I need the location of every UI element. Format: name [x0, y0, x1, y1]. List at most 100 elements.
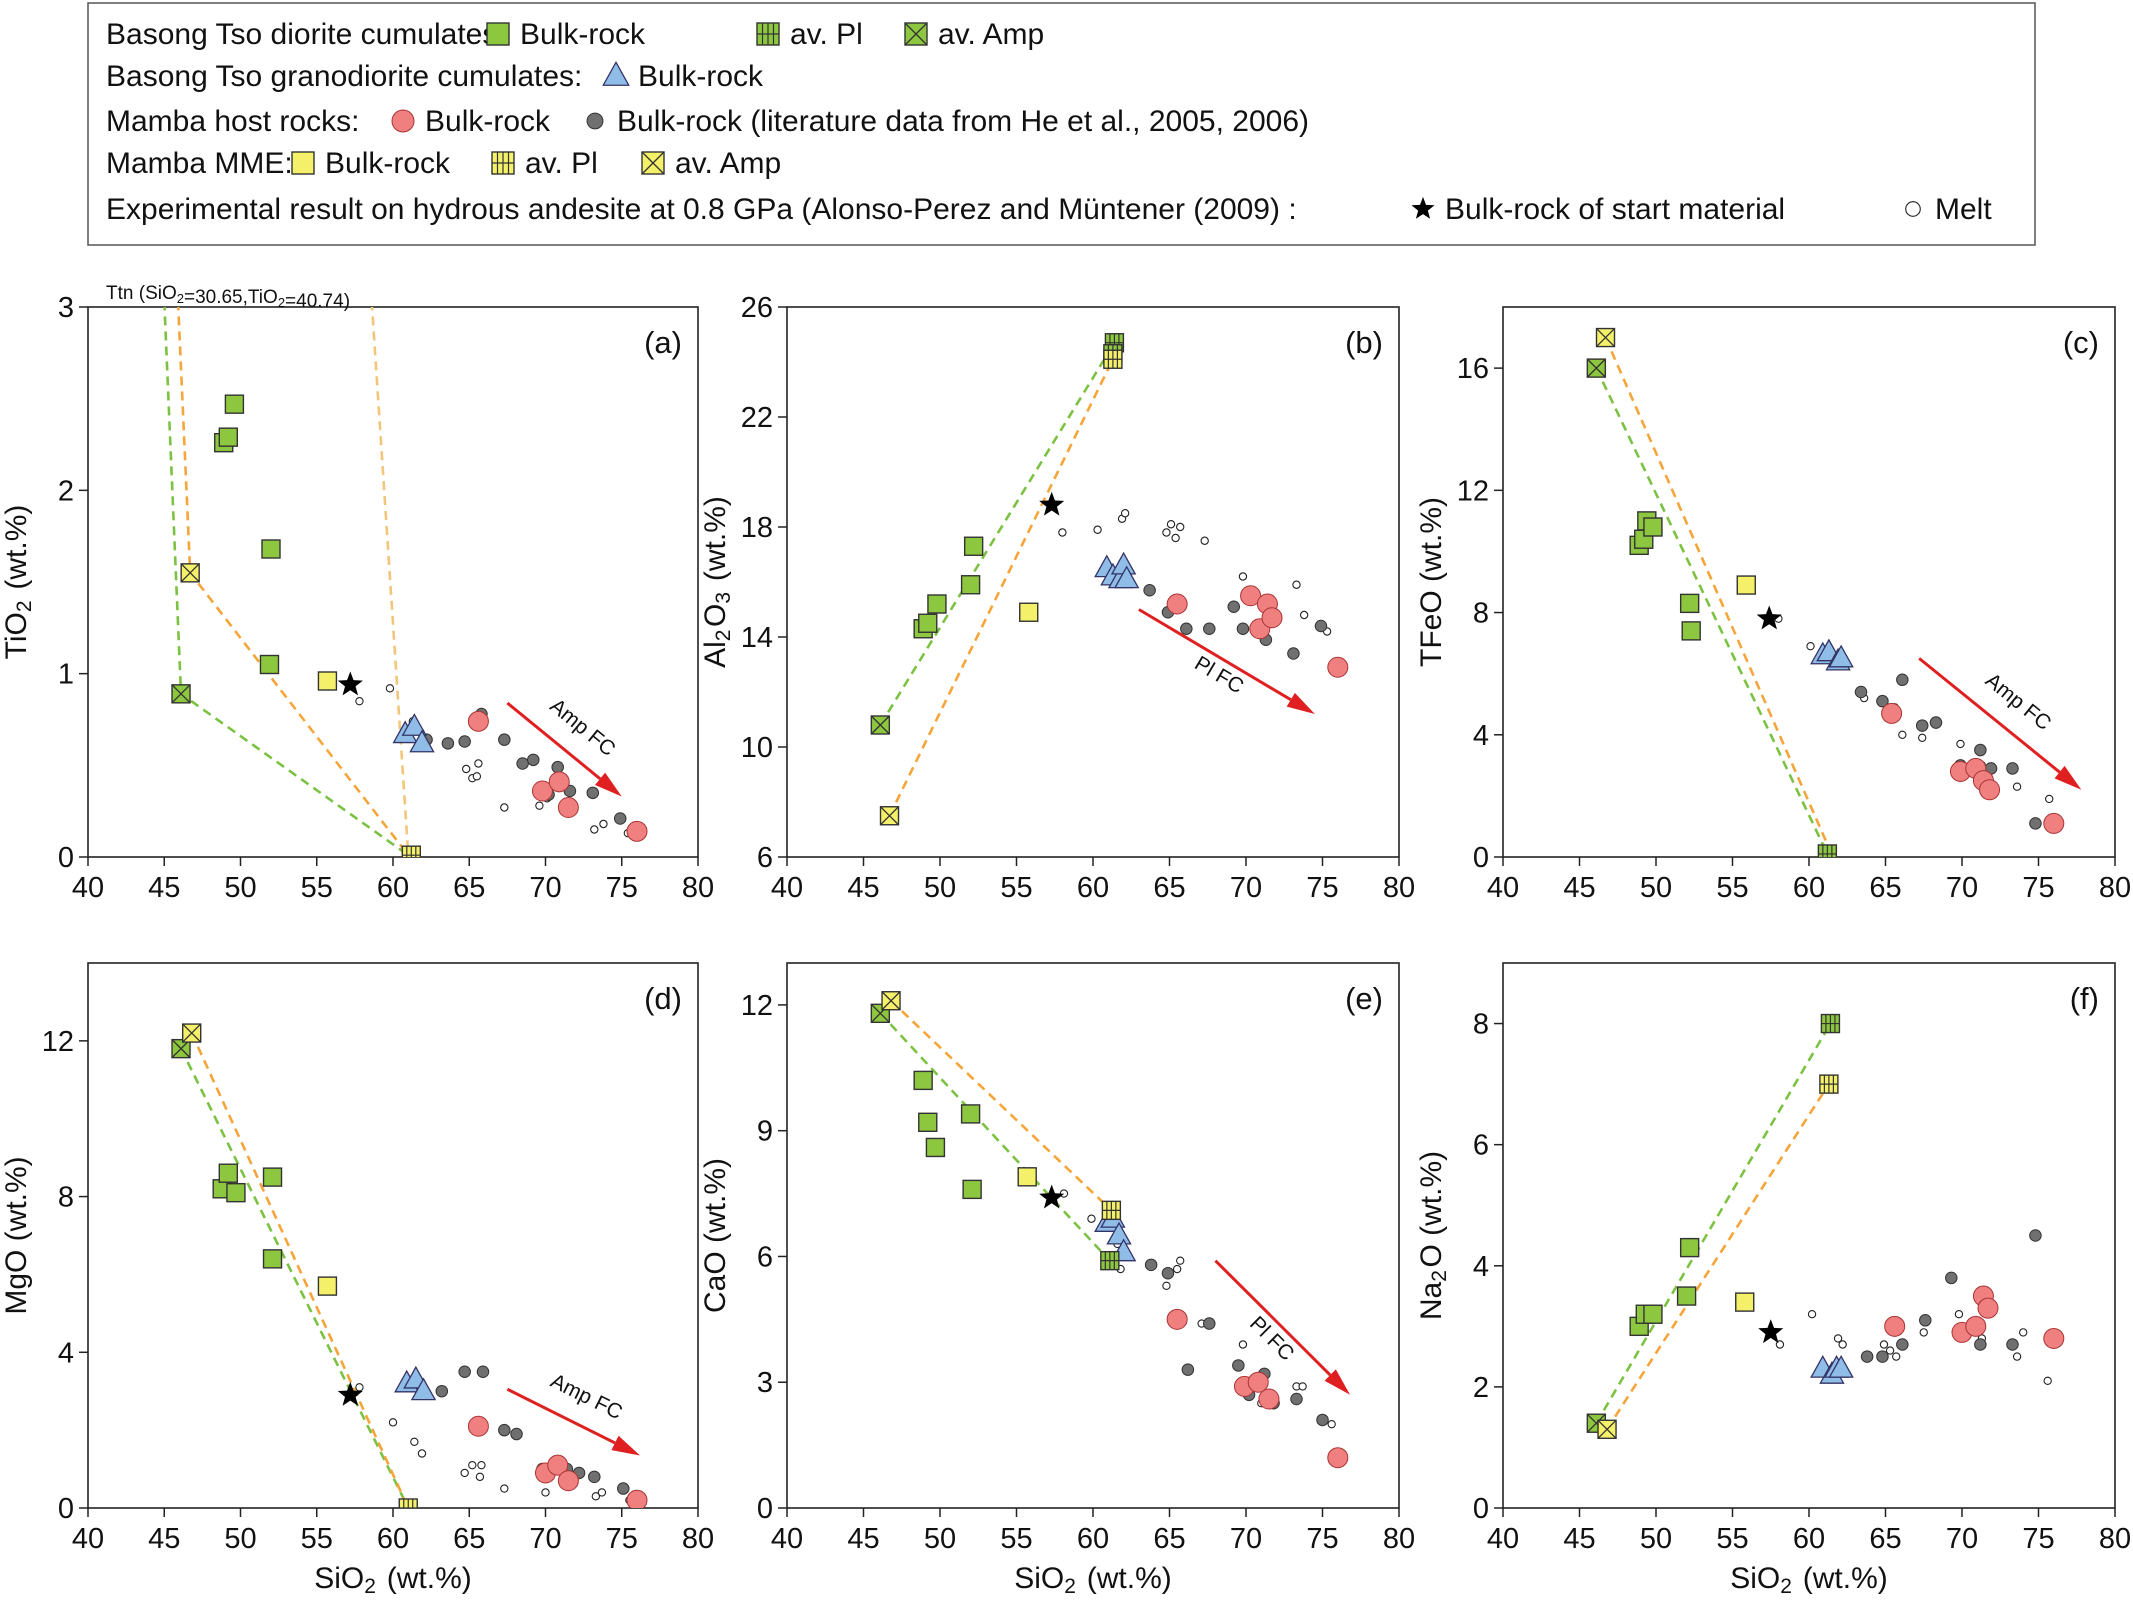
- data-point-gray: [1876, 694, 1889, 708]
- x-tick-label: 55: [1000, 1523, 1032, 1555]
- legend-group-label: Mamba host rocks:: [106, 105, 359, 138]
- x-tick-label: 80: [682, 872, 714, 904]
- x-tick-label: 65: [1869, 872, 1901, 904]
- data-point-green-sq: [1643, 1304, 1663, 1324]
- legend-entry: Bulk-rock: [291, 147, 451, 180]
- data-point-yellow-plus-cross: [1819, 1075, 1838, 1094]
- y-tick-label: 14: [741, 622, 773, 654]
- data-point-star: [1756, 605, 1782, 630]
- data-point-gray: [1929, 716, 1943, 729]
- data-point-melt: [385, 684, 395, 693]
- data-point-melt: [1298, 1382, 1307, 1391]
- data-point-melt: [1299, 610, 1309, 620]
- data-point-green-sq: [925, 1137, 946, 1158]
- data-point-melt: [541, 1488, 550, 1497]
- data-point-gray: [1896, 1338, 1909, 1351]
- x-tick-label: 50: [1640, 872, 1672, 904]
- legend-marker-cross: [492, 152, 514, 174]
- data-point-gray: [527, 753, 540, 767]
- data-point-melt: [1176, 522, 1185, 532]
- fc-arrow-head: [611, 1435, 641, 1456]
- data-point-green-sq: [218, 427, 239, 447]
- x-tick-label: 45: [148, 872, 180, 904]
- legend-group-label: Mamba MME:: [106, 147, 293, 180]
- data-point-green-sq: [262, 1167, 283, 1187]
- data-point-green-x-x: [1586, 358, 1606, 378]
- x-tick-label: 45: [847, 1523, 879, 1555]
- data-point-red: [531, 780, 553, 802]
- data-point-gray: [2029, 817, 2042, 830]
- data-point-gray: [588, 1470, 601, 1484]
- data-point-gray: [1290, 1392, 1303, 1406]
- fc-arrow: [506, 1387, 616, 1445]
- data-point-yellow-sq: [1735, 1292, 1755, 1312]
- mixing-line: [190, 1032, 410, 1508]
- data-point-red: [1261, 607, 1283, 629]
- data-point-yellow-x-x: [1597, 1419, 1617, 1439]
- y-tick-label: 12: [42, 1026, 74, 1058]
- x-tick-label: 40: [1487, 872, 1519, 904]
- y-axis-label: MgO (wt.%): [0, 1156, 33, 1314]
- data-point-yellow-sq: [1019, 602, 1039, 622]
- data-point-gray: [1915, 719, 1929, 732]
- data-point-blue: [1106, 1221, 1132, 1245]
- mixing-line: [1595, 1022, 1832, 1424]
- data-point-melt: [1956, 739, 1965, 749]
- data-point-gray: [1945, 1271, 1958, 1285]
- data-point-melt: [410, 1437, 419, 1447]
- data-point-melt: [500, 803, 509, 812]
- data-point-green-sq: [960, 1104, 981, 1124]
- data-point-green-sq: [1643, 517, 1663, 537]
- data-point-melt: [1162, 528, 1171, 537]
- data-point-melt: [1171, 533, 1180, 543]
- legend-marker: [291, 151, 315, 175]
- data-point-blue: [1828, 1354, 1854, 1378]
- data-point-melt: [355, 1383, 364, 1392]
- mixing-line: [163, 307, 410, 857]
- legend-entry: Bulk-rock: [486, 18, 646, 51]
- y-tick-label: 3: [58, 292, 74, 324]
- data-point-gray: [498, 733, 511, 746]
- data-point-gray: [498, 1423, 511, 1437]
- y-tick-label: 4: [1473, 1251, 1489, 1283]
- data-point-gray: [1144, 1258, 1158, 1272]
- data-point-gray: [516, 757, 529, 770]
- x-tick-label: 45: [1563, 872, 1595, 904]
- data-point-gray: [1181, 1363, 1195, 1376]
- legend-entry-label: Bulk-rock: [425, 105, 551, 138]
- data-point-melt: [1833, 1334, 1843, 1343]
- legend-group-label: Experimental result on hydrous andesite …: [106, 193, 1297, 226]
- fc-arrow-label: Amp FC: [1981, 669, 2055, 735]
- data-point-melt: [1200, 536, 1209, 545]
- y-tick-label: 9: [757, 1116, 773, 1148]
- y-tick-label: 8: [58, 1182, 74, 1214]
- data-point-blue: [1828, 644, 1854, 668]
- legend-marker: [1411, 196, 1435, 219]
- x-tick-label: 60: [377, 872, 409, 904]
- data-point-red: [548, 771, 570, 793]
- data-point-green-plus-cross: [1105, 333, 1124, 352]
- data-point-melt: [1892, 1352, 1901, 1361]
- x-tick-label: 60: [1793, 1523, 1825, 1555]
- legend-entry: av. Amp: [641, 147, 781, 180]
- data-point-gray: [435, 1384, 449, 1398]
- x-tick-label: 60: [1793, 872, 1825, 904]
- data-point-gray: [617, 1482, 630, 1495]
- titanite-note: Ttn (SiO2=30.65,TiO2=40.74): [106, 283, 350, 312]
- data-point-gray: [1876, 1350, 1889, 1363]
- data-point-melt: [1918, 733, 1927, 743]
- data-point-melt: [472, 772, 482, 781]
- fc-arrow-head: [1286, 692, 1315, 714]
- data-point-yellow-x-x: [182, 1023, 202, 1043]
- data-point-green-plus-cross: [1818, 844, 1837, 857]
- data-point-green-sq: [262, 1249, 283, 1269]
- data-point-blue: [401, 713, 428, 736]
- data-point-green-sq: [1676, 1286, 1697, 1306]
- data-point-melt: [460, 1468, 469, 1478]
- mixing-line: [370, 307, 410, 856]
- data-point-red: [626, 820, 648, 842]
- x-tick-label: 50: [1640, 1523, 1672, 1555]
- data-point-red: [1166, 1308, 1188, 1330]
- data-point-melt: [1898, 730, 1907, 739]
- data-point-red: [547, 1454, 569, 1476]
